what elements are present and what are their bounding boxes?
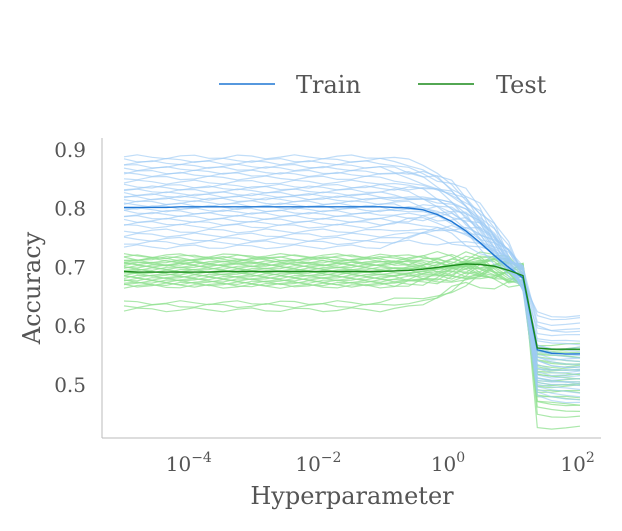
train-run-line <box>123 212 581 394</box>
plot-area <box>123 154 581 430</box>
train-run-line <box>123 239 581 369</box>
train-run-line <box>123 195 581 337</box>
legend-label-test: Test <box>496 71 547 99</box>
y-tick-label: 0.5 <box>54 373 86 397</box>
train-run-line <box>123 209 581 381</box>
test-run-line <box>123 272 581 382</box>
series-line-train <box>124 206 580 355</box>
series-line-test <box>123 263 580 350</box>
x-axis-label: Hyperparameter <box>250 482 454 510</box>
y-tick-label: 0.8 <box>54 197 86 221</box>
train-run-line <box>123 154 581 321</box>
train-run-line <box>123 216 581 333</box>
x-tick-labels: 10−4 10−2 100 102 <box>166 450 595 476</box>
test-run-line <box>123 270 581 387</box>
y-tick-labels: 0.5 0.6 0.7 0.8 0.9 <box>54 138 86 397</box>
train-run-line <box>123 163 581 353</box>
train-runs <box>123 154 581 404</box>
test-run-line <box>123 265 581 377</box>
test-run-line <box>123 263 581 366</box>
legend: Train Test <box>219 71 547 99</box>
train-run-line <box>123 211 581 387</box>
y-tick-label: 0.6 <box>54 314 86 338</box>
train-run-line <box>123 188 581 404</box>
mean-lines <box>123 206 580 355</box>
train-run-line <box>123 197 581 346</box>
x-tick-label: 10−4 <box>166 450 212 476</box>
x-tick-label: 102 <box>560 450 594 476</box>
y-tick-label: 0.9 <box>54 138 86 162</box>
train-run-line <box>123 200 581 359</box>
train-run-line <box>123 169 581 369</box>
x-tick-label: 100 <box>431 450 465 476</box>
y-tick-label: 0.7 <box>54 255 86 279</box>
train-run-line <box>124 231 581 357</box>
test-run-line <box>123 265 581 412</box>
train-run-line <box>123 205 581 377</box>
legend-label-train: Train <box>296 71 361 99</box>
x-tick-label: 10−2 <box>295 450 341 476</box>
test-run-line <box>123 268 581 359</box>
y-axis-label: Accuracy <box>18 231 46 345</box>
train-run-line <box>123 185 581 398</box>
